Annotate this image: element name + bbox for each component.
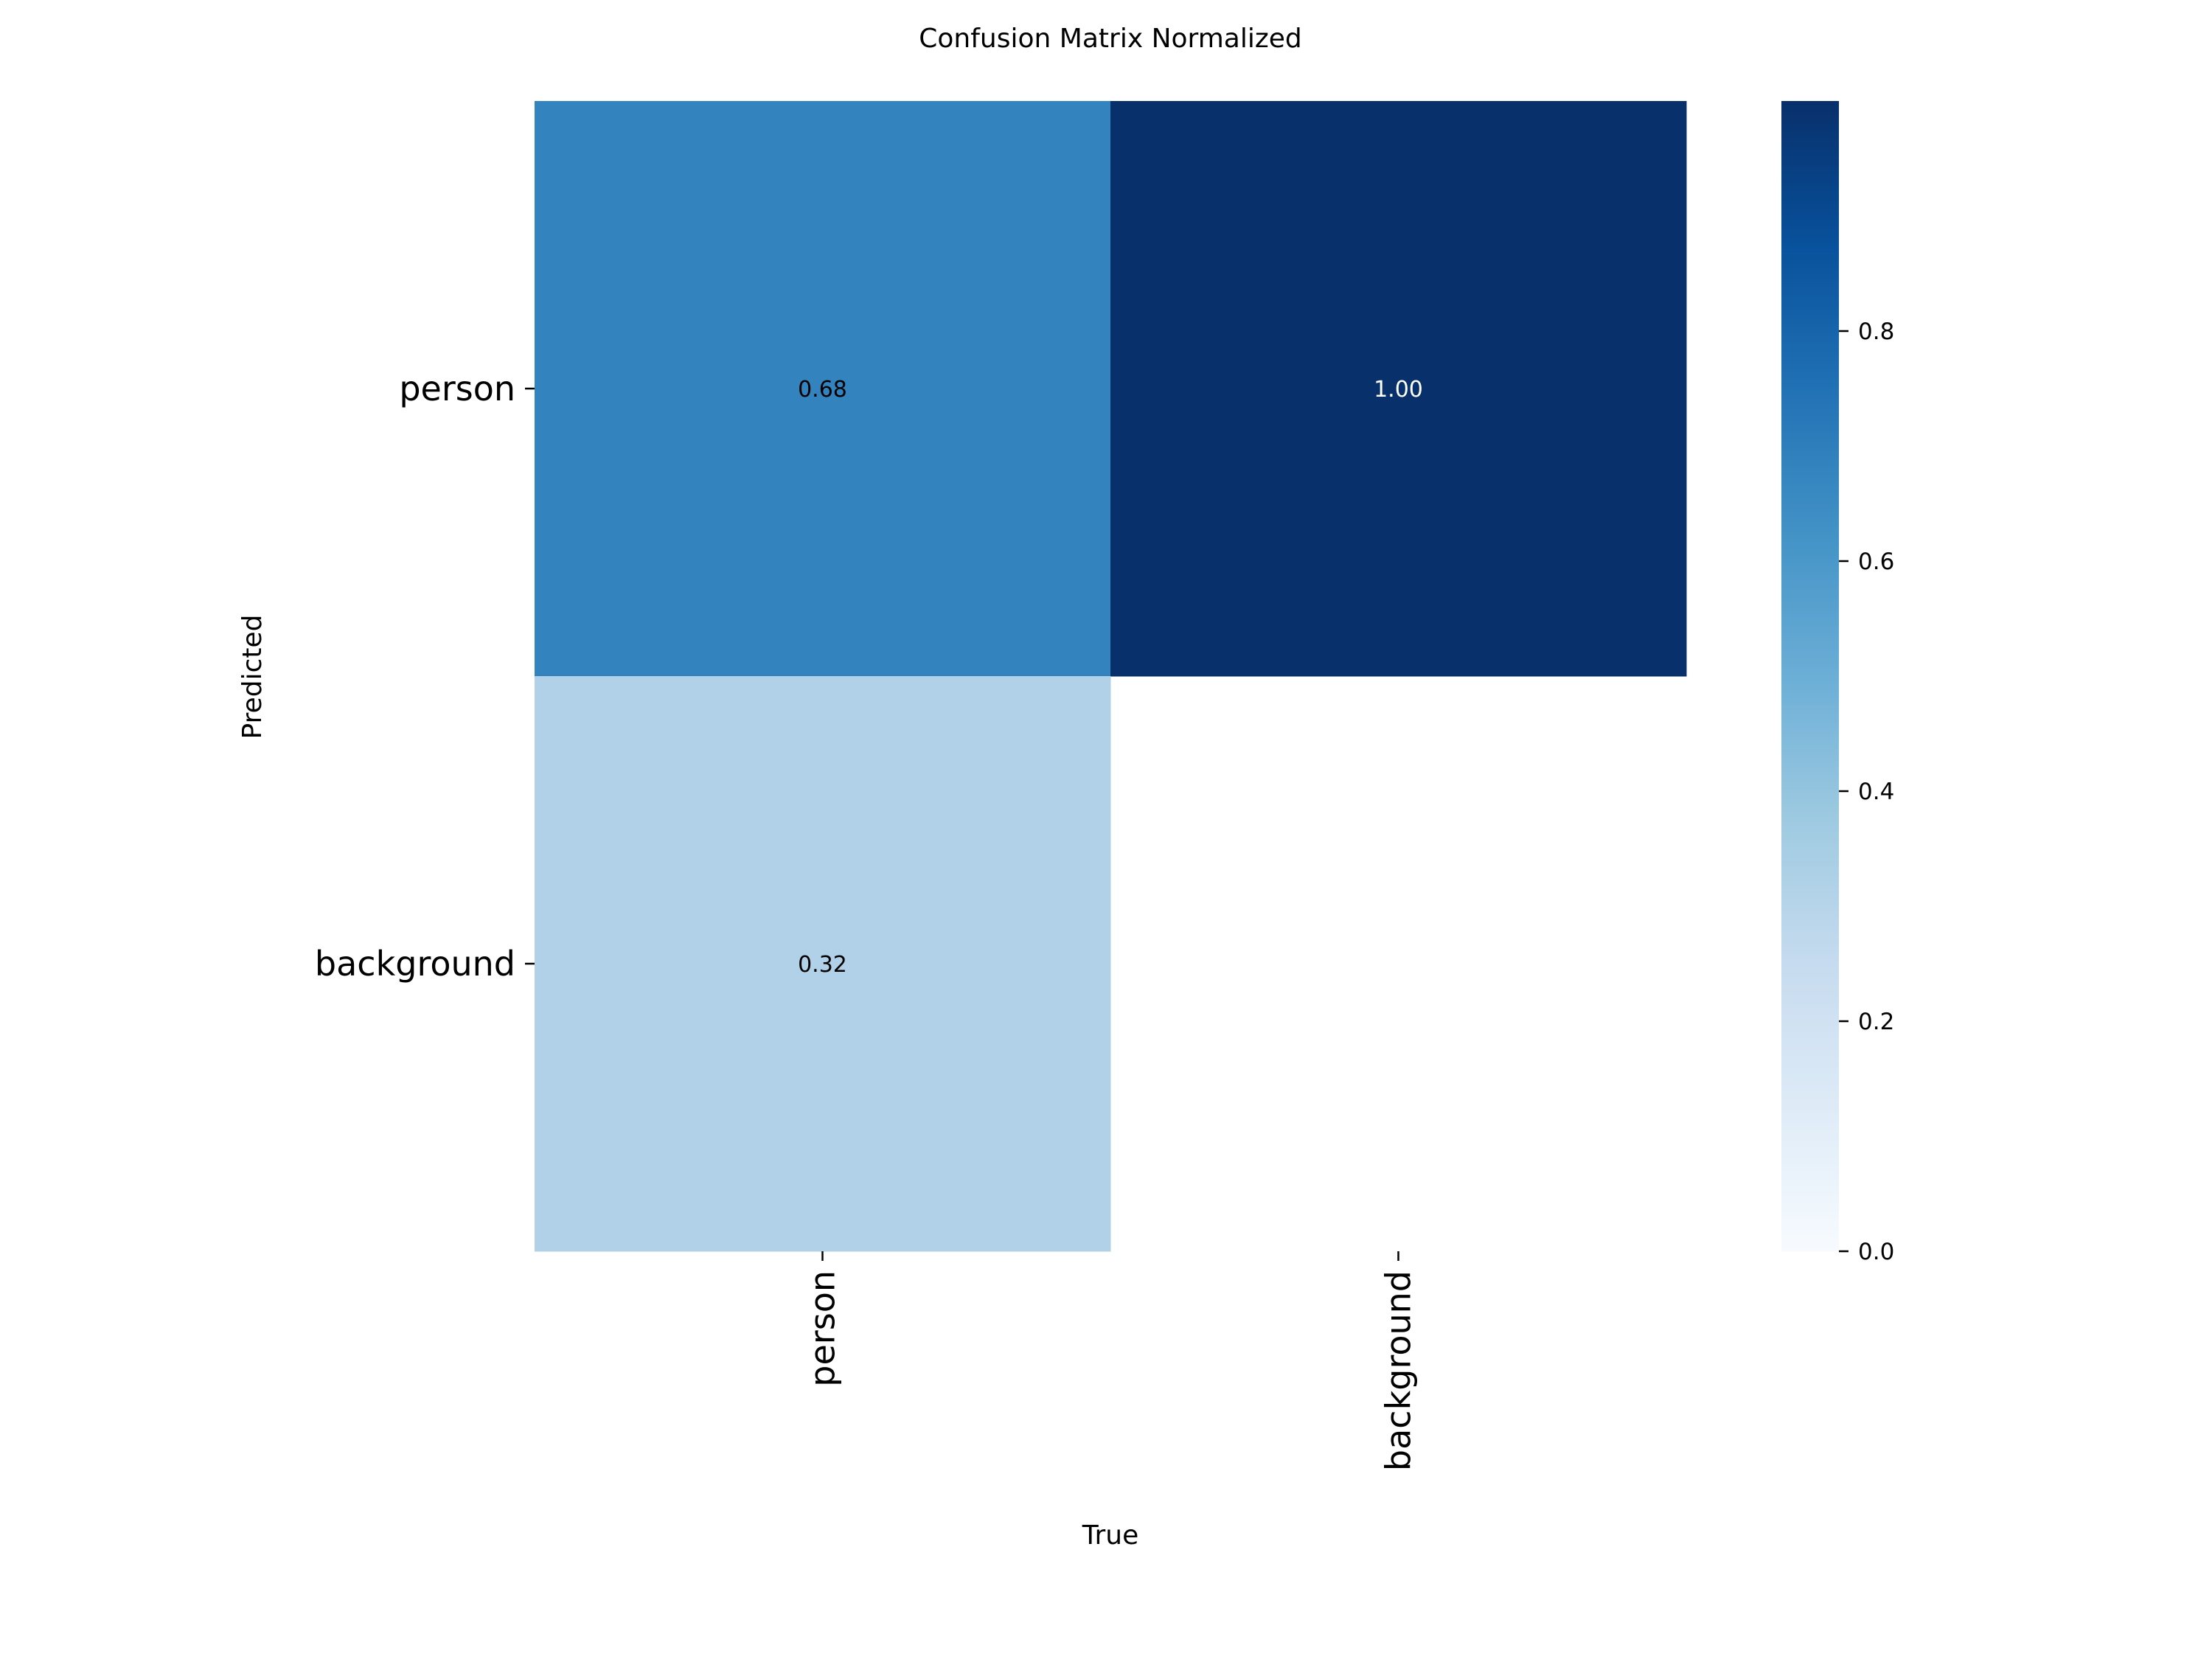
y-tick-label: background xyxy=(315,944,515,984)
x-tick-label: person xyxy=(803,1270,843,1387)
chart-title: Confusion Matrix Normalized xyxy=(919,24,1301,54)
heatmap-cell xyxy=(535,101,1111,677)
colorbar xyxy=(1781,101,1839,1251)
y-tick-label: person xyxy=(399,369,515,408)
colorbar-tick-label: 0.4 xyxy=(1858,779,1894,805)
colorbar-tick-label: 0.6 xyxy=(1858,549,1894,575)
colorbar-tick-label: 0.0 xyxy=(1858,1239,1894,1265)
y-axis-label: Predicted xyxy=(237,615,268,740)
x-axis-label: True xyxy=(1082,1520,1138,1551)
colorbar-tick-label: 0.8 xyxy=(1858,319,1894,345)
heatmap-cell xyxy=(1110,101,1687,677)
cell-value-label: 0.68 xyxy=(798,377,847,403)
x-tick-label: background xyxy=(1379,1270,1419,1471)
heatmap-cell xyxy=(535,676,1111,1252)
cell-value-label: 0.32 xyxy=(798,952,847,978)
cell-value-label: 1.00 xyxy=(1374,377,1423,403)
colorbar-tick-label: 0.2 xyxy=(1858,1009,1894,1035)
